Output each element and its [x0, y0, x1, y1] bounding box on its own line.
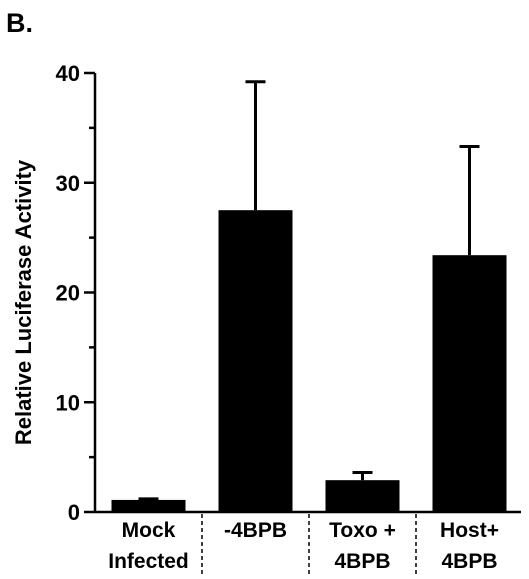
bar [432, 255, 507, 512]
y-tick-label: 20 [56, 281, 80, 306]
y-tick-label: 40 [56, 61, 80, 86]
y-tick-label: 30 [56, 171, 80, 196]
x-category-label: Host+ [440, 519, 499, 542]
y-axis-label: Relative Luciferase Activity [11, 159, 36, 445]
bar [325, 480, 400, 512]
x-category-label: 4BPB [441, 550, 497, 573]
x-category-label: -4BPB [224, 519, 287, 542]
x-category-label: 4BPB [334, 550, 390, 573]
bar [218, 210, 293, 512]
y-tick-label: 0 [68, 500, 80, 525]
bar [111, 499, 186, 512]
y-tick-label: 10 [56, 390, 80, 415]
x-category-label: Toxo + [329, 519, 396, 542]
panel-label: B. [6, 8, 33, 38]
x-category-label: Infected [108, 550, 189, 573]
x-category-label: Mock [122, 519, 176, 542]
